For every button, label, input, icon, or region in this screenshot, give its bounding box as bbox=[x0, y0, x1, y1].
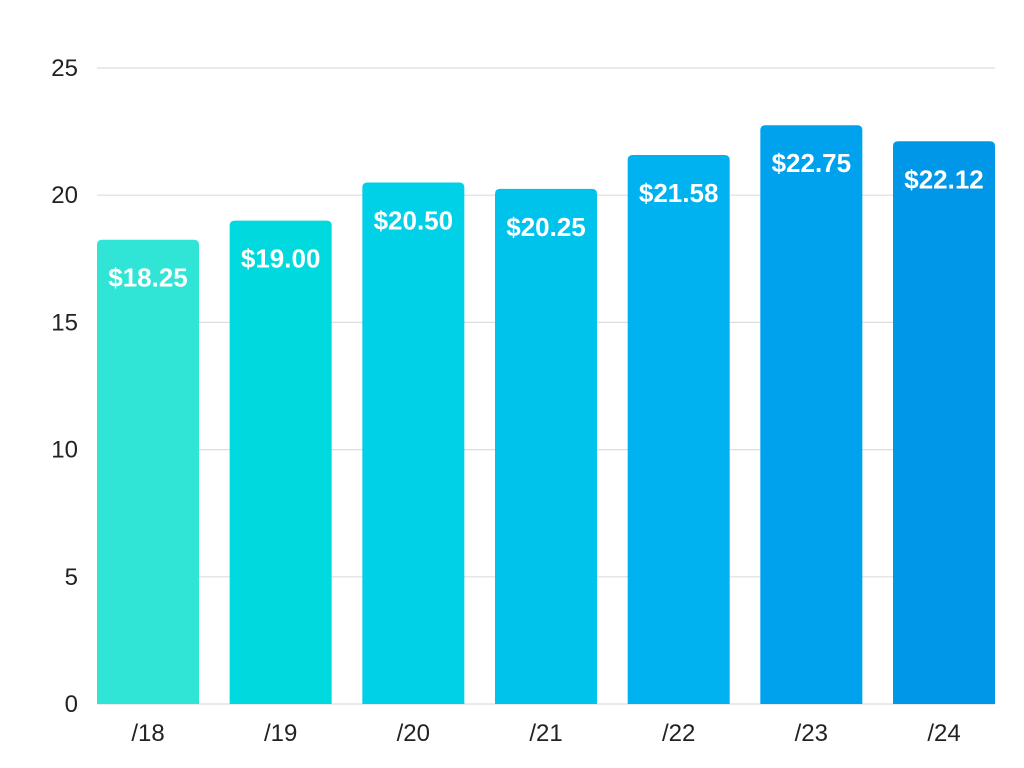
y-tick-label: 25 bbox=[51, 55, 78, 82]
y-tick-label: 5 bbox=[65, 564, 78, 591]
x-tick-label: /23 bbox=[795, 720, 828, 747]
bar-value-label: $21.58 bbox=[639, 178, 719, 208]
bar-18 bbox=[97, 239, 199, 704]
bar-24 bbox=[893, 141, 995, 704]
bar-20 bbox=[362, 182, 465, 705]
x-tick-label: /19 bbox=[264, 720, 297, 747]
y-tick-label: 15 bbox=[51, 309, 78, 336]
bar-22 bbox=[627, 155, 730, 704]
bar-value-label: $22.75 bbox=[772, 148, 852, 178]
y-tick-label: 0 bbox=[65, 691, 78, 718]
x-tick-label: /18 bbox=[131, 720, 164, 747]
bar-value-label: $19.00 bbox=[241, 244, 321, 274]
x-axis: /18/19/20/21/22/23/24 bbox=[131, 720, 960, 747]
x-tick-label: /24 bbox=[927, 720, 960, 747]
bar-value-label: $20.50 bbox=[374, 205, 454, 235]
bar-21 bbox=[495, 188, 597, 705]
x-tick-label: /20 bbox=[397, 720, 430, 747]
bar-value-label: $18.25 bbox=[108, 263, 188, 293]
value-labels: $18.25 $19.00 $20.50 $20.25 $21.58 $22.75 $22.… bbox=[108, 148, 984, 292]
y-axis: 0 5 10 15 20 25 bbox=[51, 55, 78, 718]
x-tick-label: /22 bbox=[662, 720, 695, 747]
x-tick-label: /21 bbox=[529, 720, 562, 747]
y-tick-label: 10 bbox=[51, 437, 78, 464]
bar-19 bbox=[229, 220, 332, 704]
bar-value-label: $20.25 bbox=[506, 212, 586, 242]
bar-value-label: $22.12 bbox=[904, 164, 984, 194]
bar-23 bbox=[760, 125, 863, 705]
y-tick-label: 20 bbox=[51, 182, 78, 209]
bars bbox=[97, 125, 995, 705]
